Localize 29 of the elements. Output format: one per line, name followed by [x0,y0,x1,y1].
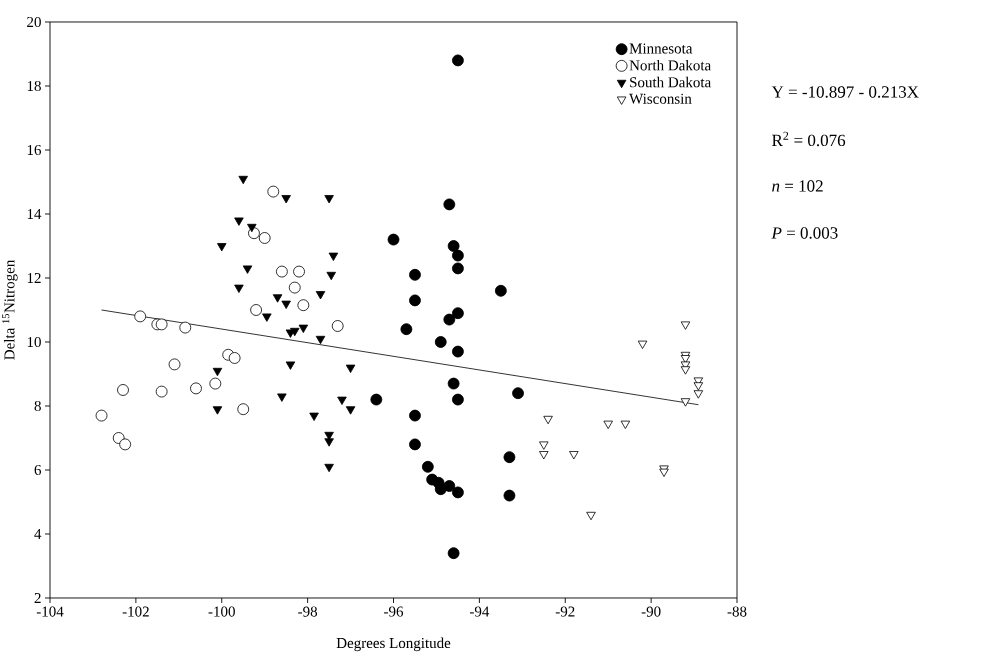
y-tick-label: 14 [27,209,42,219]
x-tick-label: -88 [727,606,747,617]
legend-label: South Dakota [630,76,711,88]
y-tick-label: 6 [34,464,42,476]
y-tick-label: 2 [34,593,41,603]
x-tick-label: -96 [384,606,404,617]
y-tick-label: 4 [34,529,42,539]
legend-label: Minnesota [629,43,693,54]
x-tick-label: -98 [298,606,318,617]
text: P = 0.003 [771,227,838,239]
text: Y = -10.897 - 0.213X [771,86,919,98]
y-tick-label: 12 [27,273,41,283]
x-tick-label: -102 [122,606,149,617]
text: R$^{2}$ = 0.076 [772,131,846,147]
text: n = 102 [772,180,823,192]
x-tick-label: -100 [208,606,235,617]
legend-label: Wisconsin [629,93,692,104]
x-tick-label: -94 [469,606,490,617]
y-tick-label: 18 [27,80,41,92]
x-axis-title: Degrees Longitude [336,637,451,652]
y-tick-label: 16 [27,144,42,156]
x-tick-label: -90 [641,606,661,617]
y-tick-label: 10 [27,336,41,348]
y-tick-label: 20 [27,16,41,28]
y-tick-label: 8 [34,400,41,412]
legend-label: North Dakota [629,59,711,71]
x-tick-label: -92 [555,606,575,617]
y-axis-title: Delta $^{15}$Nitrogen [2,259,18,360]
x-tick-label: -104 [36,606,64,617]
